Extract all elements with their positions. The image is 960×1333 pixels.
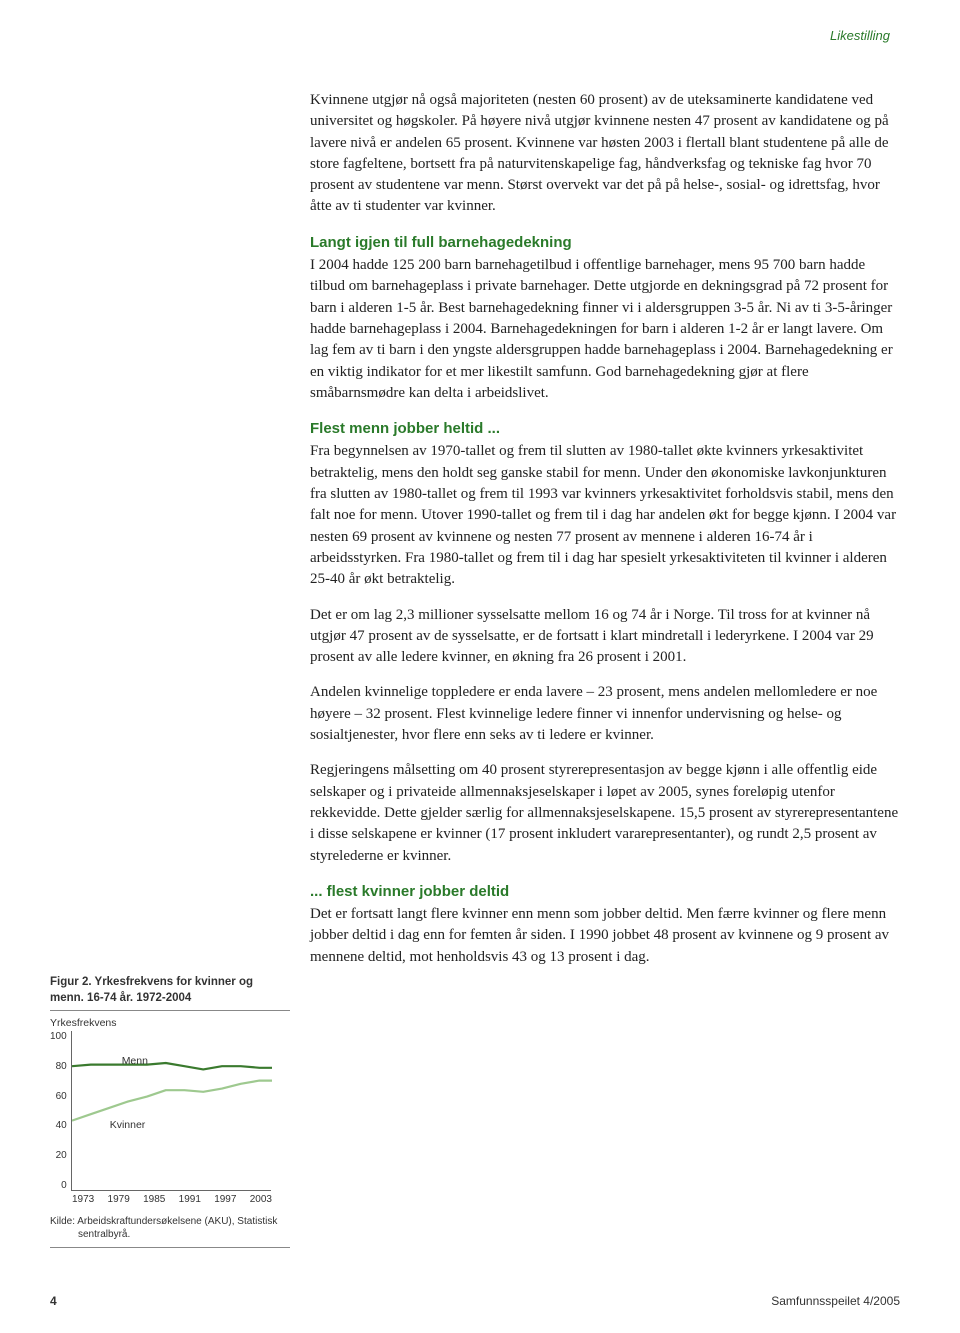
figure-2: Figur 2. Yrkesfrekvens for kvinner og me…: [50, 975, 290, 1248]
y-tick: 60: [50, 1091, 67, 1102]
figure-title: Figur 2. Yrkesfrekvens for kvinner og me…: [50, 975, 290, 1006]
paragraph: Regjeringens målsetting om 40 prosent st…: [310, 760, 900, 866]
x-tick: 2003: [250, 1194, 272, 1205]
figure-rule: [50, 1010, 290, 1011]
paragraph: Andelen kvinnelige toppledere er enda la…: [310, 682, 900, 746]
y-tick: 80: [50, 1061, 67, 1072]
x-tick: 1997: [214, 1194, 236, 1205]
x-tick: 1985: [143, 1194, 165, 1205]
figure-ylabel: Yrkesfrekvens: [50, 1017, 290, 1029]
x-tick: 1973: [72, 1194, 94, 1205]
x-tick: 1979: [108, 1194, 130, 1205]
header-category: Likestilling: [830, 28, 890, 43]
plot-area: Menn Kvinner: [71, 1031, 271, 1191]
paragraph: Fra begynnelsen av 1970-tallet og frem t…: [310, 441, 900, 590]
chart: 100 80 60 40 20 0 Menn Kvinner: [50, 1031, 290, 1191]
figure-rule: [50, 1247, 290, 1248]
paragraph: Kvinnene utgjør nå også majoriteten (nes…: [310, 90, 900, 218]
x-tick: 1991: [179, 1194, 201, 1205]
publication-label: Samfunnsspeilet 4/2005: [771, 1294, 900, 1308]
figure-source: Kilde: Arbeidskraftundersøkelsene (AKU),…: [78, 1215, 290, 1241]
paragraph: Det er fortsatt langt flere kvinner enn …: [310, 904, 900, 968]
series-label-menn: Menn: [122, 1055, 148, 1067]
section-heading: Flest menn jobber heltid ...: [310, 418, 900, 439]
x-axis: 1973 1979 1985 1991 1997 2003: [72, 1194, 272, 1205]
section-heading: Langt igjen til full barnehagedekning: [310, 232, 900, 253]
series-label-kvinner: Kvinner: [110, 1119, 146, 1131]
paragraph: Det er om lag 2,3 millioner sysselsatte …: [310, 605, 900, 669]
y-axis: 100 80 60 40 20 0: [50, 1031, 71, 1191]
section-heading: ... flest kvinner jobber deltid: [310, 881, 900, 902]
paragraph: I 2004 hadde 125 200 barn barnehagetilbu…: [310, 255, 900, 404]
page-number: 4: [50, 1294, 57, 1308]
y-tick: 20: [50, 1150, 67, 1161]
y-tick: 40: [50, 1120, 67, 1131]
plot-svg: [72, 1031, 272, 1191]
y-tick: 100: [50, 1031, 67, 1042]
y-tick: 0: [50, 1180, 67, 1191]
article-body: Kvinnene utgjør nå også majoriteten (nes…: [310, 90, 900, 968]
page-footer: 4 Samfunnsspeilet 4/2005: [50, 1294, 900, 1308]
